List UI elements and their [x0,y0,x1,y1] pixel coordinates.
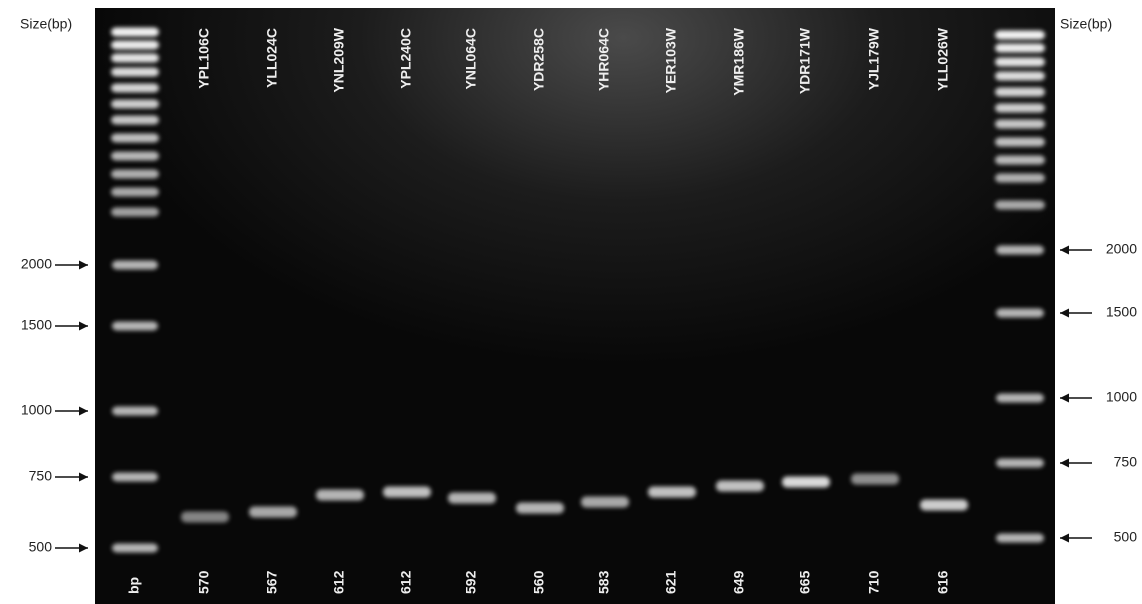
lane-label: YER103W [663,27,679,93]
band [648,487,696,498]
band [316,490,364,501]
left-marker-label: 1000 [21,402,52,418]
left-marker-label: 1500 [21,317,52,333]
right-marker-label: 500 [1114,529,1138,545]
bottom-label: 612 [331,570,347,594]
right-axis-title: Size(bp) [1060,16,1112,32]
lane-label: YDR258C [531,28,547,91]
band [995,138,1045,147]
bottom-label: 567 [264,570,280,594]
band [112,473,158,482]
left-marker-label: 500 [29,539,53,555]
band [111,116,159,125]
band [111,170,159,179]
band [111,68,159,77]
band [181,512,229,523]
band [111,28,159,37]
bottom-label: 570 [196,570,212,594]
lane-label: YPL240C [398,28,414,89]
lane-label: YHR064C [596,28,612,91]
lane-label: YPL106C [196,28,212,89]
band [996,459,1044,468]
band [995,120,1045,129]
left-marker-label: 750 [29,468,53,484]
band [111,41,159,50]
band [111,134,159,143]
bottom-label: 710 [866,570,882,594]
right-marker-label: 1000 [1106,389,1137,405]
band [111,152,159,161]
lane-label: YDR171W [797,27,813,94]
bottom-label: 560 [531,570,547,594]
gel [95,8,1055,604]
right-marker-label: 1500 [1106,304,1137,320]
band [581,497,629,508]
band [995,88,1045,97]
band [996,309,1044,318]
band [112,261,158,270]
band [996,534,1044,543]
band [995,72,1045,81]
band [448,493,496,504]
band [995,201,1045,210]
gel-figure: Size(bp) Size(bp) 2000 1500 1000 750 500 2000 15… [0,0,1142,604]
lane-label: YLL026W [935,27,951,91]
band [249,507,297,518]
band [996,394,1044,403]
bottom-label: bp [126,577,142,594]
lane-label: YNL064C [463,28,479,89]
bottom-label: 649 [731,570,747,594]
band [111,84,159,93]
bottom-label: 616 [935,570,951,594]
right-marker-label: 2000 [1106,241,1137,257]
band [516,503,564,514]
lane-label: YLL024C [264,28,280,88]
band [383,487,431,498]
band [996,246,1044,255]
band [995,44,1045,53]
band [995,174,1045,183]
lane-label: YNL209W [331,27,347,92]
band [112,407,158,416]
band [111,54,159,63]
band [111,188,159,197]
bottom-label: 583 [596,570,612,594]
bottom-label: 665 [797,570,813,594]
right-marker-label: 750 [1114,454,1138,470]
band [111,208,159,217]
lane-label: YJL179W [866,27,882,90]
band [995,104,1045,113]
band [112,544,158,553]
bottom-label: 592 [463,570,479,594]
band [995,156,1045,165]
band [995,31,1045,40]
left-axis-title: Size(bp) [20,16,72,32]
band [920,500,968,511]
band [112,322,158,331]
lane-label: YMR186W [731,27,747,95]
band [782,477,830,488]
left-marker-label: 2000 [21,256,52,272]
bottom-label: 612 [398,570,414,594]
band [995,58,1045,67]
band [111,100,159,109]
bottom-label: 621 [663,570,679,594]
band [716,481,764,492]
band [851,474,899,485]
